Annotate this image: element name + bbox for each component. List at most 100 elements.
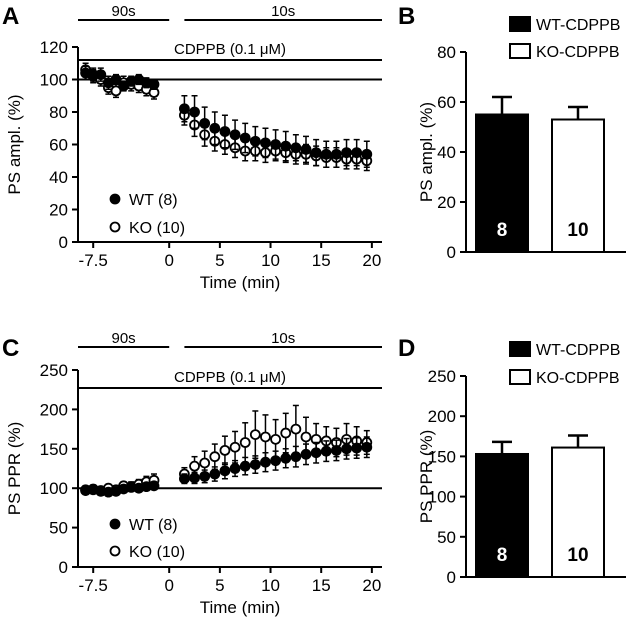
data-point [361,441,373,453]
legend-marker [109,221,121,233]
x-tick-label: 10 [261,251,280,270]
bar-n-label: 10 [567,545,588,566]
x-axis-label: Time (min) [200,598,281,617]
bar-ko [551,446,605,578]
data-point [280,427,292,439]
y-tick-label: 120 [40,38,68,57]
series-wt [80,65,373,168]
data-point [199,457,211,469]
y-tick-label: 60 [49,136,68,155]
data-point [239,437,251,448]
panel-b: B 0 20 40 60 80 PS ampl. (%) 8 10 WT-CDPPB KO-CDPP… [398,3,626,262]
data-point [249,429,261,441]
data-point [290,423,302,435]
x-tick-label: 20 [362,576,381,595]
bar-wt [475,452,529,579]
legend-marker [109,545,121,557]
legend-label: KO (10) [129,220,185,237]
y-tick-label: 0 [447,243,456,262]
data-point [351,147,363,159]
y-tick-label: 20 [437,193,456,212]
data-point [300,143,312,155]
data-point [229,463,241,474]
x-tick-label: -7.5 [79,251,108,270]
panel-c: C 0 50 100 150 200 250 PS PPR (%) -7.5 0 5 10 15 20 Ti… [2,330,382,617]
y-tick-label: 150 [428,447,456,466]
legend-marker [109,193,121,205]
data-point [209,468,221,480]
y-tick-label: 0 [59,233,68,252]
data-point [219,444,231,456]
bar-n-label: 8 [497,220,508,241]
y-tick-label: 100 [40,71,68,90]
x-tick-label: 10 [261,576,280,595]
data-point [270,433,282,445]
bar-ko [551,118,605,253]
legend-swatch [509,369,531,385]
legend-label: WT-CDPPB [536,17,620,34]
y-tick-label: 50 [49,519,68,538]
data-point [219,465,231,477]
data-point [219,126,231,137]
bar-wt [475,113,529,253]
protocol-label: 90s [112,330,136,347]
y-tick-label: 20 [49,201,68,220]
y-tick-label: 0 [447,568,456,587]
x-axis-label: Time (min) [200,273,281,292]
legend-label: WT-CDPPB [536,342,620,359]
legend-swatch [509,43,531,59]
y-tick-label: 100 [428,488,456,507]
y-tick-label: 80 [49,103,68,122]
data-point [178,473,190,485]
data-point [209,122,221,134]
data-point [118,80,129,92]
data-point [95,69,107,81]
data-point [290,451,302,463]
data-point [260,431,271,443]
x-tick-label: 15 [312,576,331,595]
panel-d: D 0 50 100 150 200 250 PS PPR (%) 8 10 WT-CDPPB KO-… [398,335,626,587]
x-tick-label: 0 [164,576,173,595]
data-point [300,431,312,443]
y-tick-label: 250 [428,367,456,386]
legend-swatch [509,16,531,32]
data-point [361,148,373,160]
y-axis-label: PS ampl. (%) [417,102,436,202]
data-point [330,444,342,456]
data-point [229,441,241,453]
data-point [300,448,312,460]
data-point [178,103,190,115]
data-point [280,140,292,152]
legend-swatch [509,341,531,357]
x-tick-label: 5 [215,576,224,595]
series-wt [80,436,373,498]
bar-n-label: 8 [497,545,508,566]
drug-label: CDPPB (0.1 μM) [174,41,286,58]
data-point [199,117,211,129]
x-tick-label: -7.5 [79,576,108,595]
data-point [320,445,332,457]
data-point [249,135,261,147]
legend-label: WT (8) [129,517,178,534]
data-point [148,480,160,492]
y-tick-label: 200 [428,407,456,426]
y-tick-label: 200 [40,400,68,419]
y-tick-label: 40 [49,168,68,187]
data-point [239,132,251,144]
legend-label: WT (8) [129,192,178,209]
y-tick-label: 0 [59,558,68,577]
protocol-label: 10s [271,330,295,347]
y-tick-label: 250 [40,361,68,380]
y-axis-label: PS ampl. (%) [5,94,24,194]
data-point [270,455,282,467]
y-tick-label: 60 [437,93,456,112]
data-point [148,78,160,90]
y-tick-label: 100 [40,479,68,498]
data-point [249,459,261,470]
x-tick-label: 15 [312,251,331,270]
y-tick-label: 80 [437,43,456,62]
x-tick-label: 0 [164,251,173,270]
data-point [341,147,352,159]
y-axis-label: PS PPR (%) [417,430,436,524]
